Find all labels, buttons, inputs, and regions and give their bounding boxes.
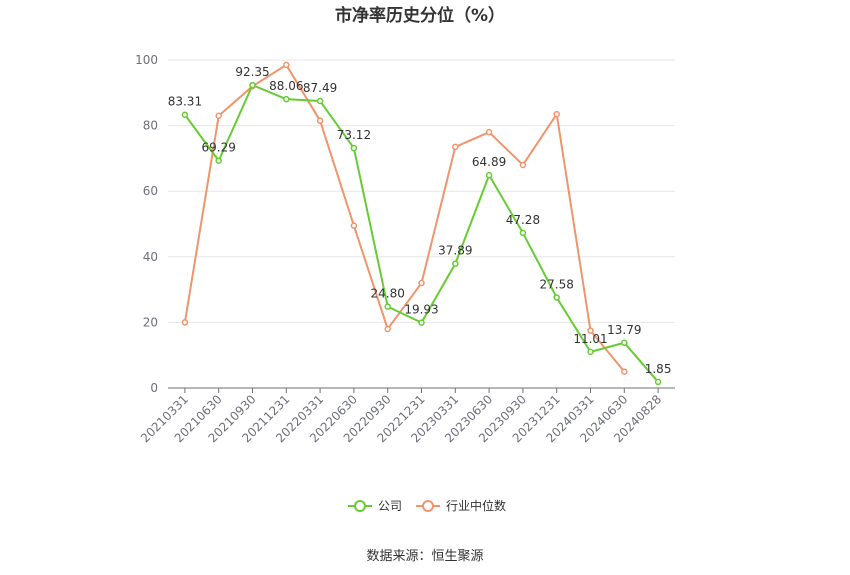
- legend-label: 公司: [378, 499, 402, 513]
- data-label: 24.80: [371, 287, 405, 301]
- data-point: [384, 303, 391, 310]
- data-point: [215, 112, 222, 120]
- y-tick-label: 40: [143, 250, 158, 264]
- data-point: [283, 95, 290, 103]
- series-lines: [181, 61, 662, 386]
- data-point: [452, 143, 459, 151]
- x-axis: 2021033120210630202109302021123120220331…: [138, 387, 675, 445]
- y-tick-label: 0: [150, 381, 158, 395]
- y-tick-label: 60: [143, 184, 158, 198]
- y-tick-label: 100: [135, 53, 158, 67]
- data-point: [384, 325, 391, 333]
- data-label: 83.31: [168, 95, 202, 109]
- data-point: [452, 260, 459, 267]
- data-label: 88.06: [269, 79, 303, 93]
- data-point: [215, 157, 222, 164]
- data-point: [350, 144, 358, 152]
- legend-label: 行业中位数: [446, 498, 506, 513]
- data-point: [553, 110, 560, 118]
- data-point: [519, 161, 527, 169]
- y-tick-label: 80: [143, 119, 158, 133]
- data-label: 64.89: [472, 155, 506, 169]
- data-point: [181, 319, 189, 326]
- data-label: 19.93: [404, 303, 438, 317]
- data-label: 87.49: [303, 81, 337, 95]
- legend[interactable]: 公司 行业中位数: [348, 498, 506, 513]
- data-point: [485, 171, 493, 179]
- data-point: [418, 279, 425, 287]
- chart-title: 市净率历史分位（%）: [335, 5, 505, 26]
- data-point: [316, 97, 324, 105]
- data-label: 27.58: [540, 278, 574, 292]
- data-point: [316, 117, 324, 124]
- data-label: 11.01: [573, 332, 607, 346]
- data-point: [553, 294, 560, 301]
- data-point: [654, 378, 662, 386]
- data-point: [485, 128, 493, 136]
- y-axis: 0 20 40 60 80 100: [135, 53, 158, 395]
- data-label: 37.89: [438, 244, 472, 258]
- data-label: 73.12: [337, 128, 371, 142]
- data-point: [587, 327, 594, 334]
- legend-marker: [354, 500, 366, 512]
- series-line-1: [183, 63, 626, 373]
- legend-item-1[interactable]: 行业中位数: [416, 498, 506, 513]
- data-point: [350, 222, 358, 229]
- data-label: 69.29: [202, 141, 236, 155]
- data-label: 1.85: [645, 362, 672, 376]
- data-point: [621, 339, 628, 347]
- data-point: [181, 111, 189, 118]
- data-point: [249, 81, 256, 89]
- data-point: [519, 229, 527, 237]
- legend-marker: [422, 500, 434, 512]
- data-point: [418, 319, 425, 326]
- data-label: 47.28: [506, 213, 540, 227]
- legend-item-0[interactable]: 公司: [348, 499, 402, 513]
- source-note: 数据来源：恒生聚源: [366, 549, 483, 564]
- data-label: 13.79: [607, 323, 641, 337]
- y-tick-label: 20: [143, 315, 158, 329]
- data-point: [621, 368, 628, 375]
- data-point: [283, 61, 290, 69]
- data-point: [587, 348, 594, 356]
- grid-lines: [168, 59, 675, 323]
- data-label: 92.35: [235, 65, 269, 79]
